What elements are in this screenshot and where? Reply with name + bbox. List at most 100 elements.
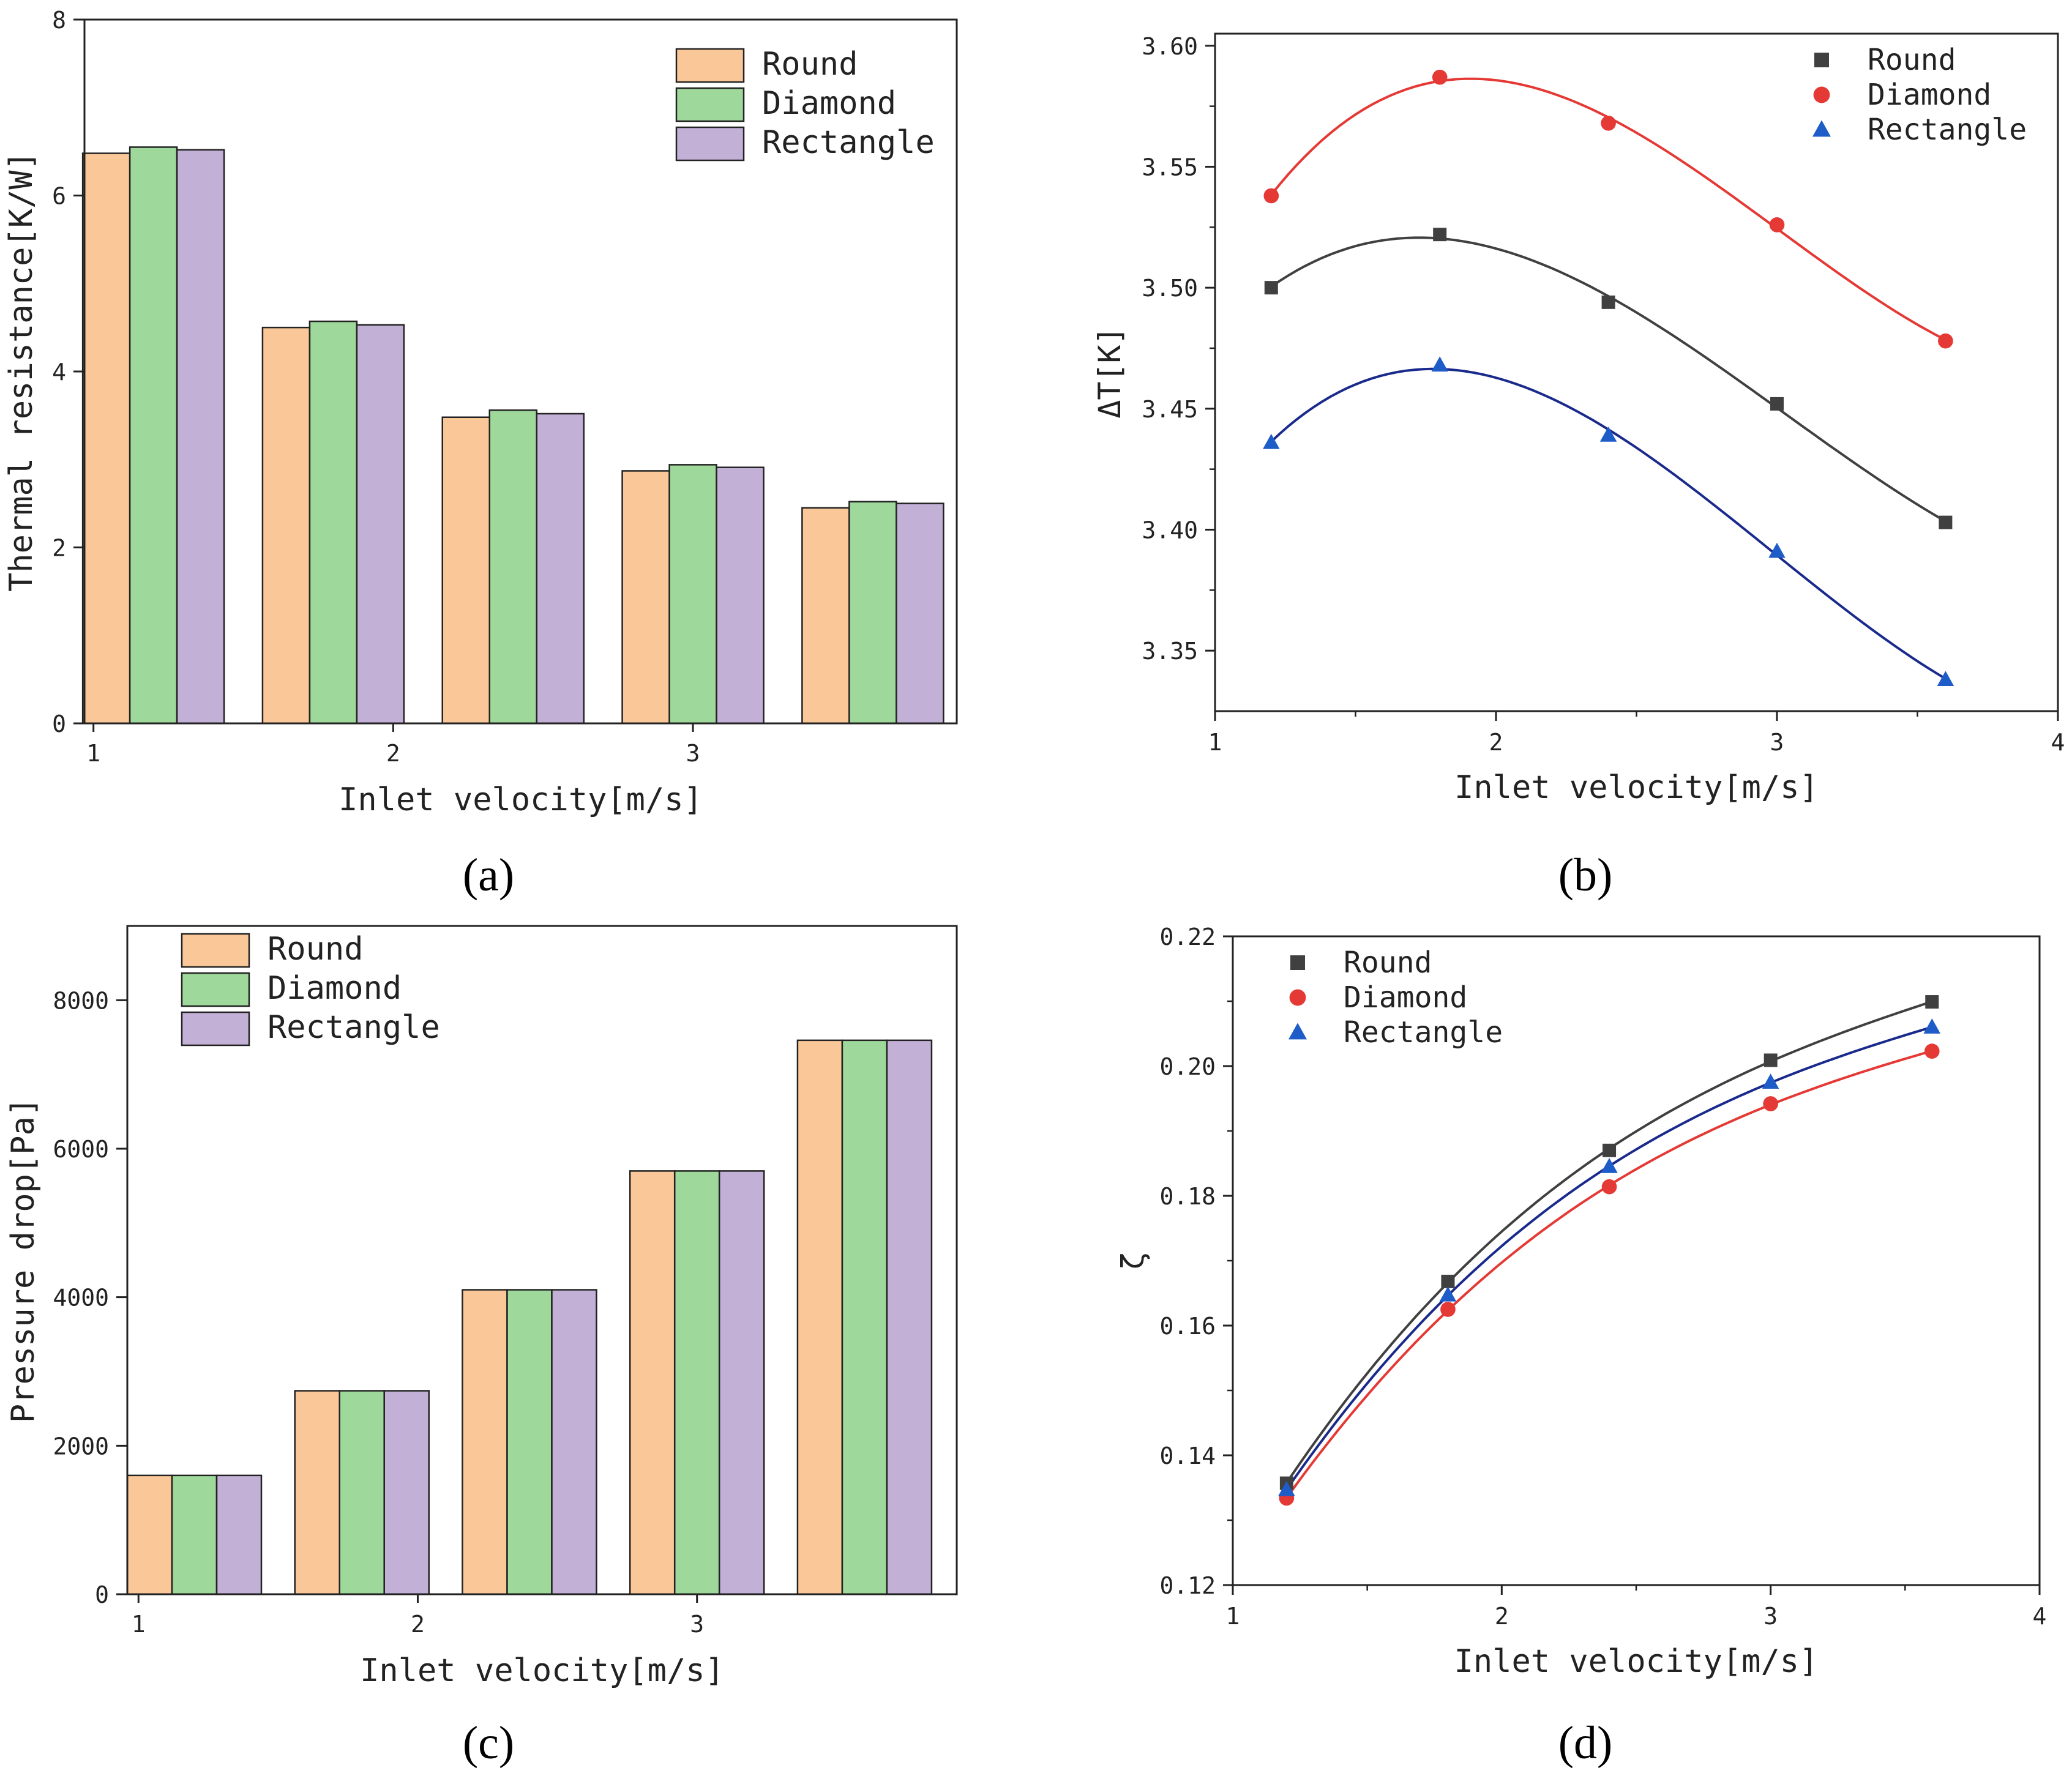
bar-diamond-4: [668, 464, 717, 725]
data-point-diamond-4: [1769, 217, 1785, 233]
data-point-round-1: [1264, 281, 1278, 295]
bar-rectangle-1: [215, 1474, 263, 1595]
data-point-round-4: [1770, 397, 1784, 411]
data-point-diamond-3: [1601, 115, 1616, 131]
y-tick-label: 3.45: [1142, 396, 1198, 423]
y-tick-label: 2: [52, 535, 66, 562]
x-tick-label: 1: [86, 740, 100, 767]
fit-curve-diamond: [1285, 1050, 1932, 1499]
y-tick-label: 3.40: [1142, 517, 1198, 543]
data-point-rectangle-2: [1431, 356, 1448, 372]
bar-round-3: [441, 416, 491, 725]
bar-round-4: [629, 1170, 676, 1595]
bar-diamond-5: [848, 501, 897, 725]
x-tick-label: 1: [1208, 729, 1222, 756]
legend-label-diamond: Diamond: [1344, 980, 1467, 1015]
panel-label-c: (c): [463, 1717, 514, 1769]
data-point-round-2: [1441, 1274, 1455, 1288]
y-axis-label: Pressure drop[Pa]: [5, 1097, 42, 1423]
y-tick-label: 0: [52, 711, 66, 737]
legend-label-rectangle: Rectangle: [1344, 1015, 1503, 1050]
y-axis-label: ζ: [1115, 1252, 1151, 1270]
panel-label-a: (a): [463, 849, 514, 901]
data-point-round-2: [1433, 228, 1447, 242]
x-tick-label: 4: [2051, 729, 2065, 756]
bar-rectangle-3: [551, 1289, 597, 1595]
bar-rectangle-3: [536, 412, 585, 725]
y-tick-label: 0.14: [1159, 1442, 1216, 1469]
bar-round-2: [261, 326, 311, 725]
y-tick-label: 0.18: [1159, 1183, 1216, 1210]
legend-label-round: Round: [1344, 946, 1432, 980]
y-tick-label: 0: [95, 1581, 109, 1608]
y-tick-label: 3.55: [1142, 154, 1198, 181]
y-tick-label: 4000: [53, 1285, 109, 1311]
x-tick-label: 2: [1489, 729, 1503, 756]
data-point-rectangle-2: [1439, 1286, 1457, 1302]
bar-round-4: [621, 470, 670, 725]
bar-diamond-3: [506, 1289, 553, 1595]
legend-label-diamond: Diamond: [267, 970, 402, 1007]
legend-label-rectangle: Rectangle: [762, 124, 935, 161]
x-tick-label: 3: [690, 1611, 704, 1638]
legend-label-round: Round: [762, 46, 858, 83]
panel-label-b: (b): [1558, 849, 1613, 901]
y-tick-label: 4: [52, 359, 66, 386]
data-point-diamond-4: [1763, 1096, 1778, 1111]
x-axis-label: Inlet velocity[m/s]: [338, 782, 703, 818]
y-tick-label: 0.20: [1159, 1053, 1216, 1080]
legend-label-rectangle: Rectangle: [267, 1009, 440, 1046]
y-tick-label: 6: [52, 183, 66, 210]
data-point-rectangle-3: [1599, 426, 1617, 442]
x-tick-label: 4: [2033, 1603, 2047, 1630]
data-point-round-5: [1925, 995, 1939, 1009]
x-tick-label: 2: [386, 740, 400, 767]
data-point-round-5: [1939, 515, 1953, 529]
chart-panel-b: 3.35 3.40 3.45 3.50 3.55 3.60 1 2 3 4 Inlet veloci…: [1092, 32, 2065, 806]
bar-diamond-3: [488, 409, 538, 725]
x-axis-label: Inlet velocity[m/s]: [1454, 769, 1819, 806]
legend-marker-diamond: [1813, 86, 1830, 103]
data-point-diamond-5: [1938, 333, 1953, 349]
chart-panel-d: 0.12 0.14 0.16 0.18 0.20 0.22 1 2 3 4 Inlet veloci…: [1115, 923, 2046, 1680]
x-tick-label: 1: [132, 1611, 146, 1638]
bar-round-5: [796, 1039, 843, 1595]
legend-swatch-round: [181, 933, 250, 968]
x-axis-label: Inlet velocity[m/s]: [360, 1652, 724, 1689]
bar-round-1: [126, 1474, 173, 1595]
y-tick-label: 0.12: [1159, 1572, 1216, 1599]
data-point-diamond-5: [1924, 1043, 1940, 1059]
legend-marker-rectangle: [1812, 120, 1831, 137]
legend-swatch-rectangle: [675, 126, 745, 162]
legend-marker-round: [1814, 53, 1829, 67]
data-point-round-4: [1763, 1053, 1778, 1067]
bar-diamond-5: [841, 1039, 888, 1595]
panel-label-d: (d): [1558, 1717, 1613, 1769]
bar-rectangle-2: [383, 1390, 430, 1595]
bar-rectangle-4: [716, 466, 765, 725]
legend-label-diamond: Diamond: [1868, 78, 1991, 112]
data-point-round-3: [1603, 1143, 1617, 1157]
bar-rectangle-5: [886, 1039, 933, 1595]
x-tick-label: 1: [1226, 1603, 1240, 1630]
legend-label-round: Round: [1868, 43, 1956, 77]
legend-swatch-round: [675, 48, 745, 83]
legend-label-diamond: Diamond: [762, 85, 896, 122]
x-axis-label: Inlet velocity[m/s]: [1454, 1643, 1819, 1680]
y-axis-label: ΔT[K]: [1092, 326, 1128, 419]
y-tick-label: 6000: [53, 1136, 109, 1163]
legend-marker-diamond: [1289, 989, 1306, 1006]
y-tick-label: 3.60: [1142, 33, 1198, 60]
bar-diamond-2: [309, 320, 358, 725]
data-point-diamond-2: [1440, 1302, 1456, 1317]
y-tick-label: 3.35: [1142, 638, 1198, 665]
y-tick-label: 8000: [53, 987, 109, 1014]
data-point-rectangle-4: [1768, 542, 1786, 558]
plot-frame: [126, 925, 958, 1595]
legend-swatch-rectangle: [181, 1011, 250, 1047]
data-point-rectangle-1: [1263, 433, 1280, 449]
x-tick-label: 3: [686, 740, 700, 767]
bar-rectangle-4: [718, 1170, 765, 1595]
legend-label-round: Round: [267, 931, 364, 968]
